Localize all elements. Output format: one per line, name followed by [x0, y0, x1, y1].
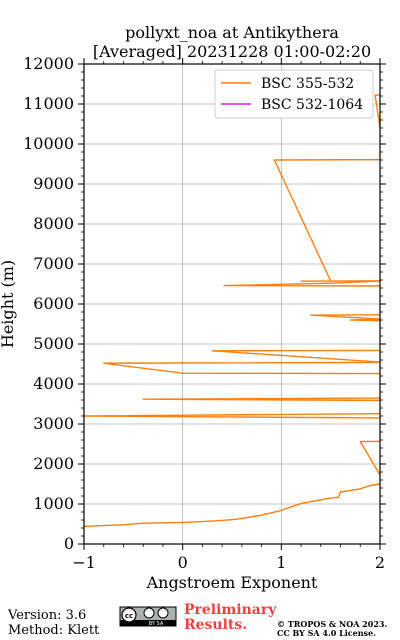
y-tick-label: 1000	[33, 494, 74, 513]
y-tick-label: 5000	[33, 334, 74, 353]
y-tick-label: 2000	[33, 454, 74, 473]
y-tick-label: 4000	[33, 374, 74, 393]
y-tick-label: 0	[64, 534, 74, 553]
method-text: Method: Klett	[8, 623, 100, 638]
y-tick-label: 12000	[23, 54, 74, 73]
version-text: Version: 3.6	[7, 608, 86, 623]
x-tick-label: 2	[375, 553, 385, 572]
y-tick-label: 6000	[33, 294, 74, 313]
y-tick-label: 3000	[33, 414, 74, 433]
copyright-line2: CC BY SA 4.0 License.	[277, 628, 376, 638]
grid-layer	[83, 63, 381, 545]
sa-icon	[157, 607, 169, 619]
series-line-bsc-355-532	[84, 94, 380, 528]
chart-title-line2: [Averaged] 20231228 01:00-02:20	[93, 42, 371, 61]
chart-title-line1: pollyxt_noa at Antikythera	[125, 23, 339, 42]
license-badge-text: BY SA	[149, 621, 164, 627]
x-axis-label: Angstroem Exponent	[146, 573, 318, 592]
ticks-layer: 0 1000 2000 3000 4000 5000 6000 7000 8000 9000 100…	[23, 54, 386, 572]
x-tick-label: 1	[276, 553, 286, 572]
x-tick-label: −1	[72, 553, 96, 572]
y-axis-label: Height (m)	[0, 260, 17, 348]
y-tick-label: 10000	[23, 134, 74, 153]
cc-license-badge: cc BY SA	[119, 606, 177, 627]
y-tick-label: 7000	[33, 254, 74, 273]
y-tick-label: 8000	[33, 214, 74, 233]
cc-icon	[121, 607, 137, 623]
x-tick-label: 0	[178, 553, 188, 572]
plot-area: 0 1000 2000 3000 4000 5000 6000 7000 8000 9000 100…	[23, 54, 386, 572]
preliminary-text-line1: Preliminary	[184, 602, 277, 618]
legend-box	[214, 69, 374, 119]
svg-text:cc: cc	[125, 612, 133, 620]
y-tick-label: 9000	[33, 174, 74, 193]
copyright-line1: © TROPOS & NOA 2023.	[277, 619, 387, 629]
legend: BSC 355-532 BSC 532-1064	[214, 69, 374, 119]
series-layer	[84, 94, 380, 528]
by-icon	[143, 607, 155, 619]
legend-label-bsc-355-532: BSC 355-532	[261, 76, 354, 92]
y-tick-label: 11000	[23, 94, 74, 113]
preliminary-text-line2: Results.	[184, 617, 247, 633]
legend-label-bsc-532-1064: BSC 532-1064	[261, 97, 363, 113]
